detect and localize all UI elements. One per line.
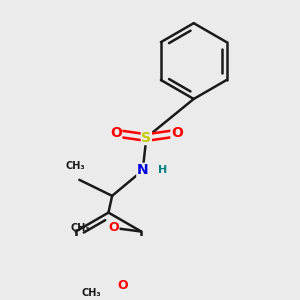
Text: O: O [118,279,128,292]
Text: CH₃: CH₃ [82,288,101,298]
Text: N: N [137,163,148,177]
Text: CH₃: CH₃ [66,161,86,171]
Text: S: S [141,130,152,145]
Text: O: O [108,221,119,234]
Text: CH₃: CH₃ [71,223,90,233]
Text: H: H [158,165,168,175]
Text: O: O [171,126,183,140]
Text: O: O [110,126,122,140]
